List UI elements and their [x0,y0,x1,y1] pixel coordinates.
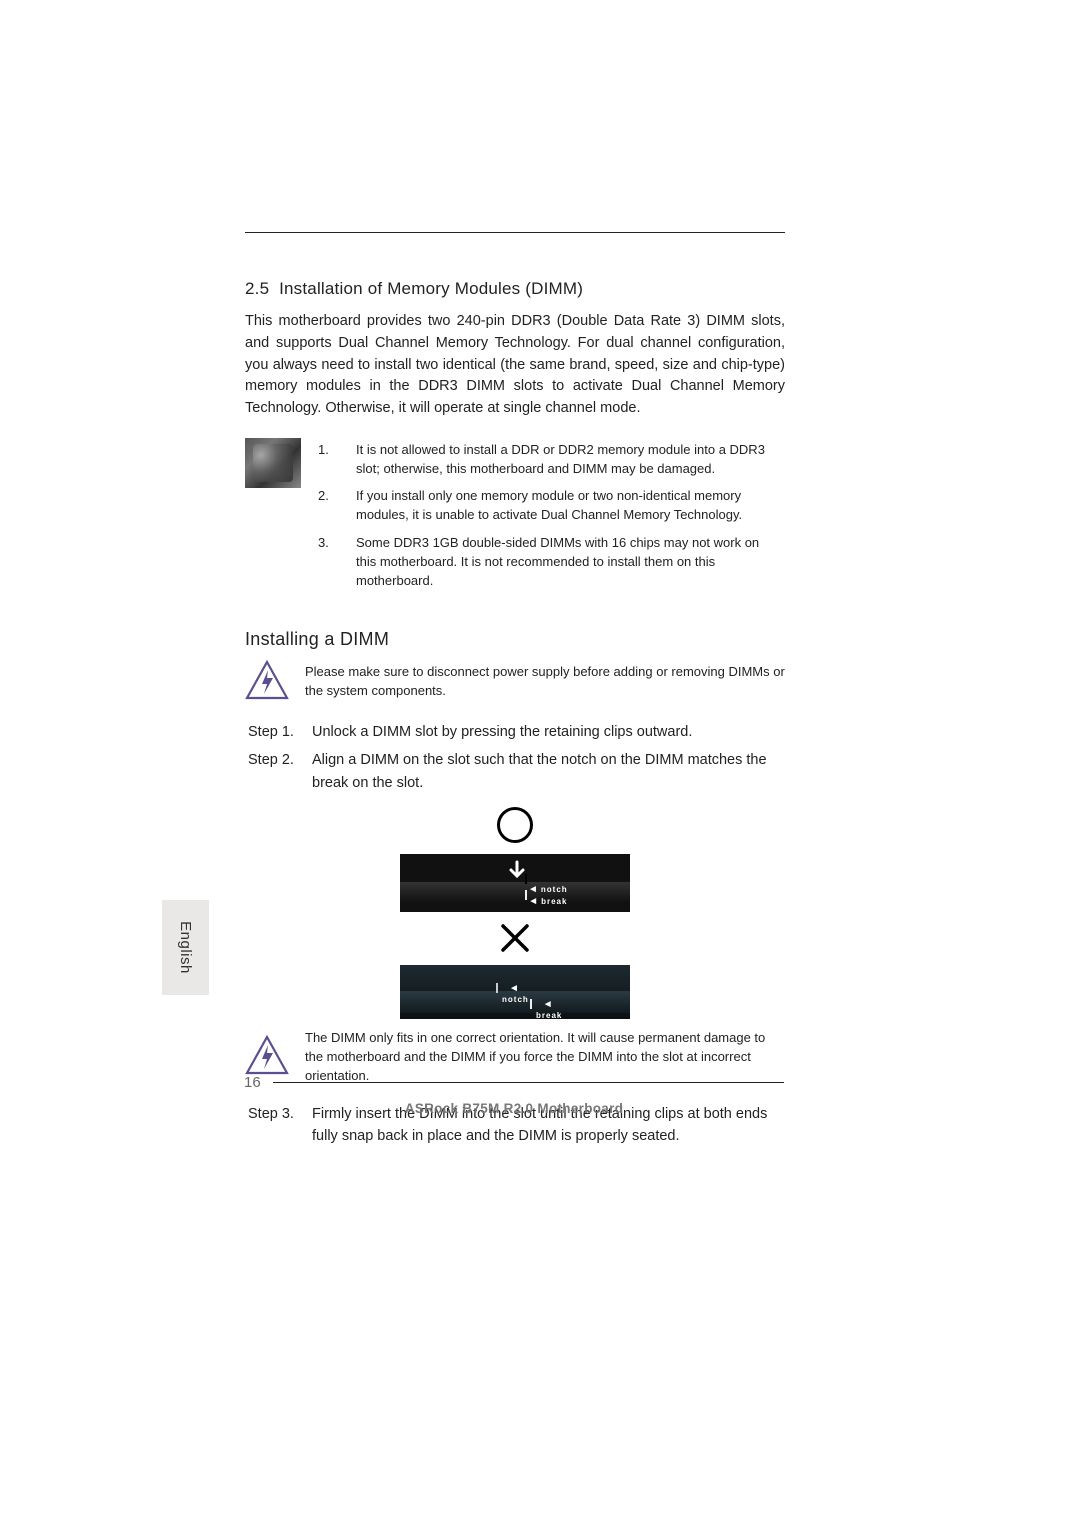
note-item: 1. It is not allowed to install a DDR or… [317,440,783,485]
footer-horizontal-rule [273,1082,784,1083]
note-number: 1. [317,440,353,485]
steps-list: Step 1. Unlock a DIMM slot by pressing t… [245,718,785,799]
step-label: Step 2. [247,748,309,797]
dimm-notch-mark [525,874,527,884]
section-heading-text: Installation of Memory Modules (DIMM) [279,279,583,298]
warning-disconnect-block: Please make sure to disconnect power sup… [245,660,785,704]
warning-icon [245,1035,289,1079]
warning-disconnect-text: Please make sure to disconnect power sup… [305,663,785,701]
note-text: Some DDR3 1GB double-sided DIMMs with 16… [355,533,783,597]
step-item: Step 2. Align a DIMM on the slot such th… [247,748,783,797]
dimm-photo-correct: ◄notch ◄break [400,854,630,912]
dimm-figure: ◄notch ◄break ◄notch ◄break [245,807,785,1019]
note-text: It is not allowed to install a DDR or DD… [355,440,783,485]
footer-product-title: ASRock B75M R2.0 Motherboard [244,1101,784,1116]
page-number: 16 [244,1074,261,1091]
warning-icon [245,660,289,704]
step-text: Align a DIMM on the slot such that the n… [311,748,783,797]
left-arrow-icon: ◄ [528,896,539,908]
manual-page: English 2.5 Installation of Memory Modul… [0,0,1080,1527]
section-heading: 2.5 Installation of Memory Modules (DIMM… [245,279,785,299]
incorrect-mark [245,922,785,959]
note-thumbnail-icon [245,438,301,488]
note-text: If you install only one memory module or… [355,486,783,531]
dimm-notch-mark [496,983,498,993]
notes-block: 1. It is not allowed to install a DDR or… [245,438,785,599]
dimm-photo-incorrect: ◄notch ◄break [400,965,630,1019]
dimm-slot-strip [400,882,630,902]
step-label: Step 1. [247,720,309,746]
footer-rule-line: 16 [244,1074,784,1091]
dimm-labels-correct: ◄notch ◄break [528,884,568,907]
note-number: 2. [317,486,353,531]
step-item: Step 1. Unlock a DIMM slot by pressing t… [247,720,783,746]
top-horizontal-rule [245,232,785,233]
left-arrow-icon: ◄ [509,983,520,995]
left-arrow-icon: ◄ [543,999,554,1011]
notch-label: notch [541,885,568,894]
break-label: break [541,897,567,906]
note-item: 2. If you install only one memory module… [317,486,783,531]
step-text: Unlock a DIMM slot by pressing the retai… [311,720,783,746]
language-label: English [177,921,194,974]
language-sidebar: English [162,900,209,995]
notes-list: 1. It is not allowed to install a DDR or… [315,438,785,599]
circle-icon [497,807,533,843]
correct-mark [245,807,785,848]
section-number: 2.5 [245,279,269,298]
break-label: break [536,1011,562,1020]
intro-paragraph: This motherboard provides two 240-pin DD… [245,311,785,420]
dimm-break-mark [525,890,527,900]
page-content: 2.5 Installation of Memory Modules (DIMM… [245,232,785,1153]
page-footer: 16 ASRock B75M R2.0 Motherboard [244,1074,784,1116]
note-item: 3. Some DDR3 1GB double-sided DIMMs with… [317,533,783,597]
left-arrow-icon: ◄ [528,884,539,896]
note-number: 3. [317,533,353,597]
notch-label: notch [502,995,529,1004]
install-subheading: Installing a DIMM [245,629,785,650]
dimm-break-mark [530,999,532,1009]
